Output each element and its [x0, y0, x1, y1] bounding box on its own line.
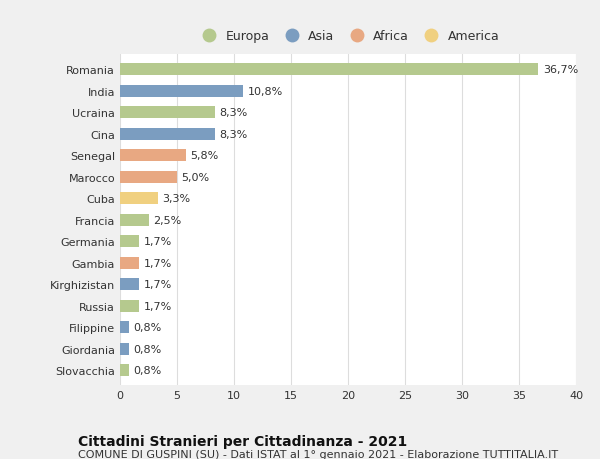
Bar — [120, 150, 186, 162]
Bar — [120, 322, 129, 334]
Bar — [120, 64, 538, 76]
Text: 0,8%: 0,8% — [134, 365, 162, 375]
Text: COMUNE DI GUSPINI (SU) - Dati ISTAT al 1° gennaio 2021 - Elaborazione TUTTITALIA: COMUNE DI GUSPINI (SU) - Dati ISTAT al 1… — [78, 449, 558, 459]
Bar — [120, 279, 139, 291]
Bar — [120, 214, 149, 226]
Text: 0,8%: 0,8% — [134, 323, 162, 333]
Text: 1,7%: 1,7% — [144, 237, 172, 247]
Text: 10,8%: 10,8% — [248, 87, 283, 96]
Text: 1,7%: 1,7% — [144, 258, 172, 268]
Text: 36,7%: 36,7% — [543, 65, 578, 75]
Bar — [120, 107, 215, 119]
Text: 5,8%: 5,8% — [191, 151, 219, 161]
Bar — [120, 129, 215, 140]
Text: Cittadini Stranieri per Cittadinanza - 2021: Cittadini Stranieri per Cittadinanza - 2… — [78, 434, 407, 448]
Text: 3,3%: 3,3% — [162, 194, 190, 204]
Bar — [120, 257, 139, 269]
Text: 5,0%: 5,0% — [182, 173, 209, 182]
Text: 8,3%: 8,3% — [219, 129, 247, 140]
Bar — [120, 193, 158, 205]
Text: 1,7%: 1,7% — [144, 280, 172, 290]
Text: 1,7%: 1,7% — [144, 301, 172, 311]
Bar — [120, 364, 129, 376]
Text: 8,3%: 8,3% — [219, 108, 247, 118]
Text: 2,5%: 2,5% — [153, 215, 181, 225]
Legend: Europa, Asia, Africa, America: Europa, Asia, Africa, America — [191, 25, 505, 48]
Bar — [120, 300, 139, 312]
Bar — [120, 236, 139, 248]
Bar — [120, 86, 243, 97]
Bar — [120, 172, 177, 183]
Bar — [120, 343, 129, 355]
Text: 0,8%: 0,8% — [134, 344, 162, 354]
